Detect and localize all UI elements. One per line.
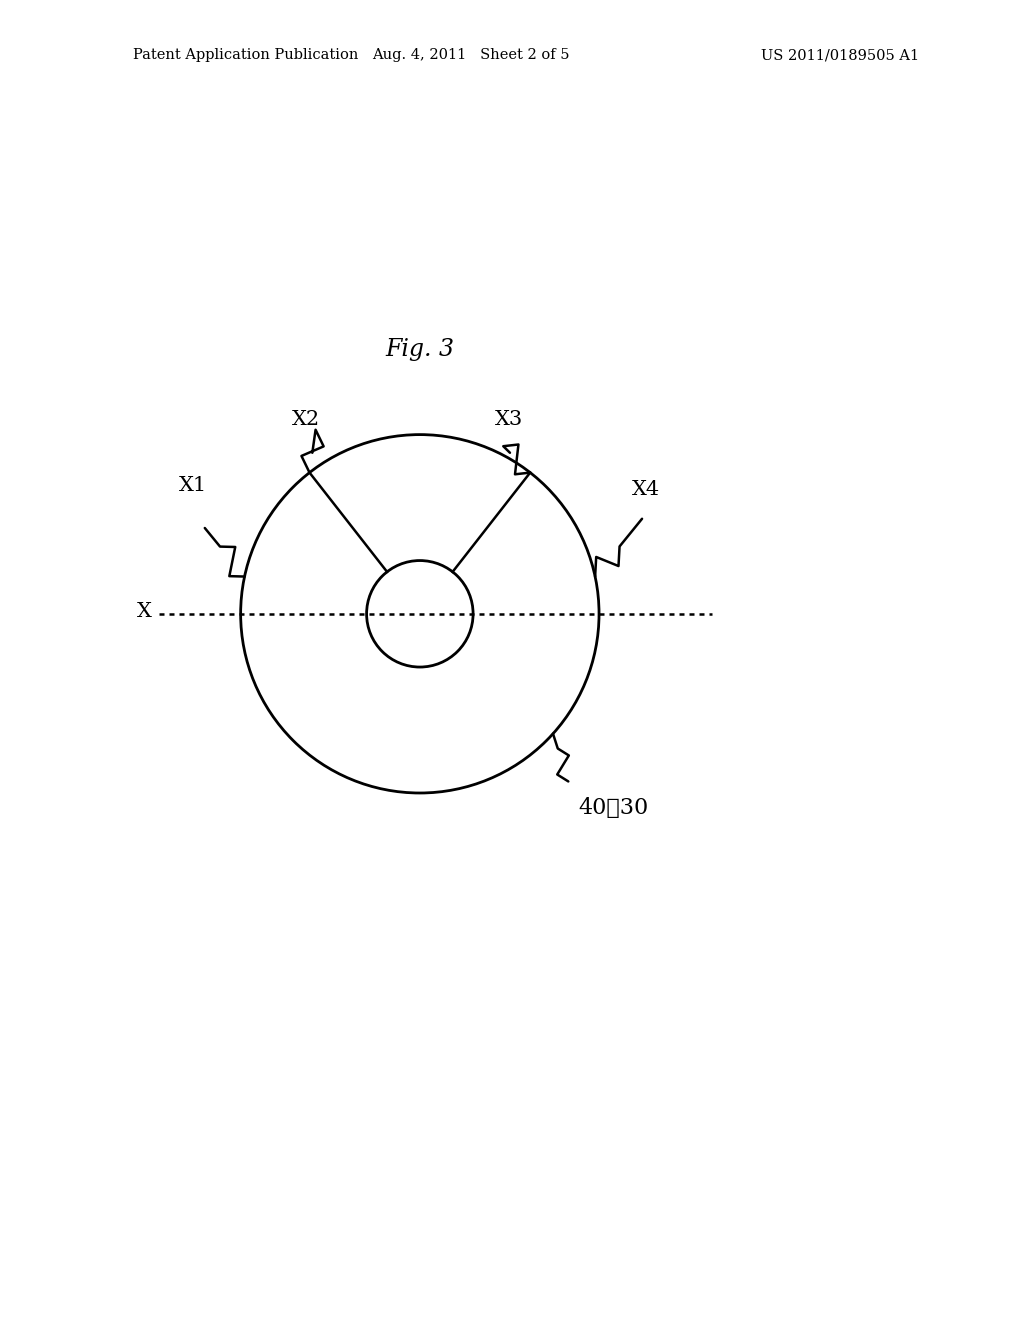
Text: 40、30: 40、30 — [579, 797, 649, 818]
Text: X: X — [136, 602, 152, 620]
Text: US 2011/0189505 A1: US 2011/0189505 A1 — [761, 49, 919, 62]
Text: Aug. 4, 2011   Sheet 2 of 5: Aug. 4, 2011 Sheet 2 of 5 — [373, 49, 569, 62]
Text: X4: X4 — [632, 480, 659, 499]
Text: X2: X2 — [292, 411, 319, 429]
Text: Patent Application Publication: Patent Application Publication — [133, 49, 358, 62]
Text: X1: X1 — [179, 477, 208, 495]
Text: X3: X3 — [495, 411, 523, 429]
Text: Fig. 3: Fig. 3 — [385, 338, 455, 362]
